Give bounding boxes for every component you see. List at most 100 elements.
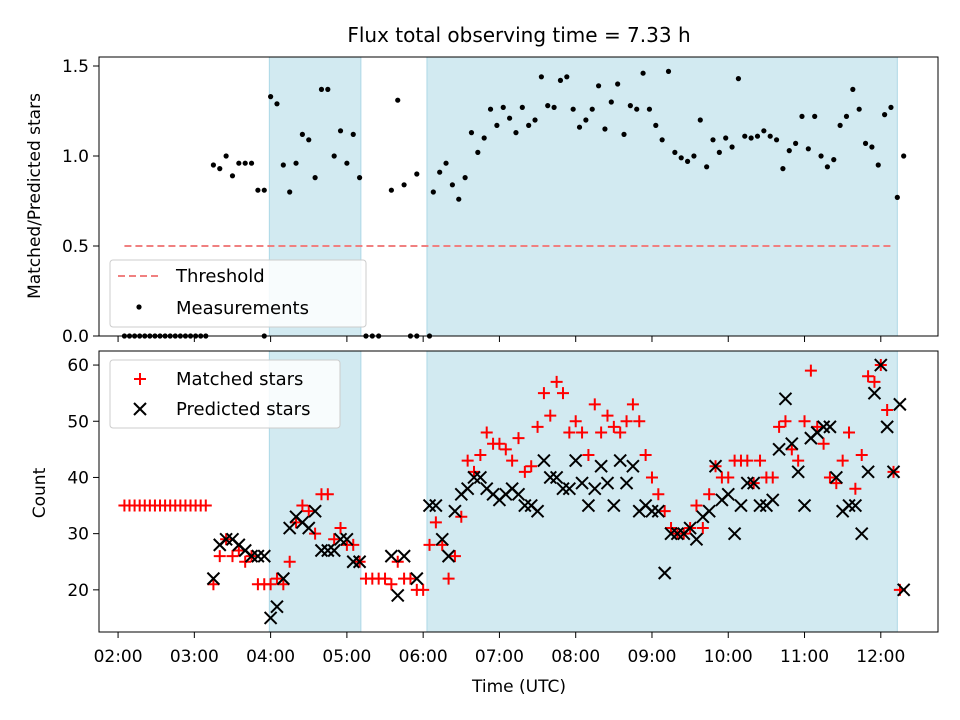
matched-star-point — [741, 454, 754, 467]
measurement-point — [468, 130, 475, 136]
measurement-point — [456, 196, 462, 202]
predicted-star-point — [702, 504, 716, 518]
predicted-star-point — [727, 526, 742, 541]
matched-star-point — [550, 375, 563, 388]
measurement-point — [570, 106, 576, 112]
matched-star-point — [862, 370, 875, 383]
predicted-star-point — [896, 583, 911, 597]
predicted-star-point — [855, 526, 869, 541]
measurement-point — [824, 164, 831, 170]
matched-star-point — [766, 471, 779, 484]
matched-star-point — [690, 499, 703, 512]
predicted-star-point — [664, 526, 678, 541]
matched-star-point — [442, 572, 455, 585]
y-tick-label: 20 — [67, 581, 89, 601]
matched-star-point — [493, 437, 506, 450]
x-tick-label: 02:00 — [94, 647, 143, 667]
matched-star-point — [264, 578, 277, 591]
matched-star-point — [868, 375, 881, 388]
measurement-point — [261, 187, 267, 193]
measurement-point — [287, 189, 293, 195]
matched-star-point — [423, 538, 436, 551]
measurement-point — [255, 187, 261, 193]
predicted-star-point — [460, 481, 475, 496]
predicted-star-point — [651, 504, 666, 518]
measurement-point — [634, 106, 640, 112]
predicted-star-point — [588, 481, 602, 496]
measurement-point — [786, 148, 792, 154]
matched-star-point — [226, 550, 239, 563]
predicted-star-point — [740, 476, 755, 490]
legend-measurements-label: Measurements — [176, 298, 309, 319]
matched-star-point — [576, 426, 589, 439]
bottom-y-axis: 20 30 40 50 60 — [67, 356, 99, 601]
measurement-point — [500, 104, 506, 110]
y-tick-label: 40 — [67, 468, 89, 488]
measurement-point — [449, 182, 455, 188]
matched-star-point — [531, 420, 544, 433]
predicted-star-point — [607, 498, 621, 513]
measurement-point — [818, 153, 824, 159]
predicted-star-point — [867, 386, 882, 400]
predicted-star-point — [874, 358, 888, 372]
legend-measurements-swatch — [136, 304, 142, 310]
predicted-star-point — [893, 397, 907, 412]
matched-star-point — [595, 426, 608, 439]
y-tick-label: 60 — [67, 356, 89, 376]
measurement-point — [248, 160, 255, 166]
predicted-star-point — [467, 470, 481, 485]
matched-star-point — [588, 398, 601, 411]
measurement-point — [576, 124, 583, 130]
predicted-star-point — [581, 498, 596, 513]
predicted-star-point — [734, 498, 748, 513]
bottom-legend: Matched stars Predicted stars — [109, 359, 341, 429]
measurement-point — [678, 155, 684, 161]
measurement-point — [716, 149, 722, 155]
measurement-point — [805, 146, 811, 152]
predicted-star-point — [518, 498, 532, 513]
measurement-point — [557, 77, 564, 83]
measurement-point — [395, 97, 401, 103]
measurement-point — [659, 137, 665, 143]
matched-star-point — [461, 454, 474, 467]
measurement-point — [229, 173, 236, 179]
top-legend: Threshold Measurements — [109, 259, 367, 328]
measurement-point — [312, 175, 318, 181]
measurement-point — [306, 137, 312, 143]
predicted-star-point — [670, 526, 685, 541]
matched-star-point — [404, 572, 417, 585]
measurement-point — [551, 104, 557, 110]
matched-star-point — [703, 488, 716, 501]
predicted-star-point — [410, 571, 424, 586]
measurement-point — [665, 68, 672, 74]
measurement-point — [526, 122, 532, 128]
predicted-star-point — [886, 465, 901, 479]
measurement-point — [532, 117, 538, 123]
measurement-point — [799, 113, 805, 119]
measurement-point — [894, 194, 900, 200]
predicted-star-point — [321, 543, 335, 558]
measurement-point — [242, 160, 248, 166]
predicted-star-point — [435, 532, 449, 546]
predicted-star-point — [530, 504, 545, 518]
measurement-point — [356, 175, 363, 181]
matched-star-point — [645, 471, 658, 484]
measurement-point — [615, 81, 621, 87]
matched-star-point — [652, 488, 665, 501]
measurement-point — [729, 144, 735, 150]
legend-predicted-label: Predicted stars — [176, 399, 310, 420]
y-tick-label: 1.0 — [62, 147, 89, 167]
measurement-point — [462, 175, 468, 181]
x-tick-label: 07:00 — [475, 647, 524, 667]
predicted-star-point — [848, 498, 863, 513]
measurement-point — [710, 137, 716, 143]
observing-interval — [426, 56, 898, 337]
measurement-point — [767, 133, 773, 139]
observing-interval — [426, 350, 898, 633]
y-tick-label: 30 — [67, 525, 89, 545]
predicted-star-point — [308, 504, 322, 518]
matched-star-point — [207, 578, 220, 591]
predicted-star-point — [861, 465, 875, 479]
predicted-star-point — [270, 600, 284, 614]
matched-star-point — [417, 583, 430, 596]
